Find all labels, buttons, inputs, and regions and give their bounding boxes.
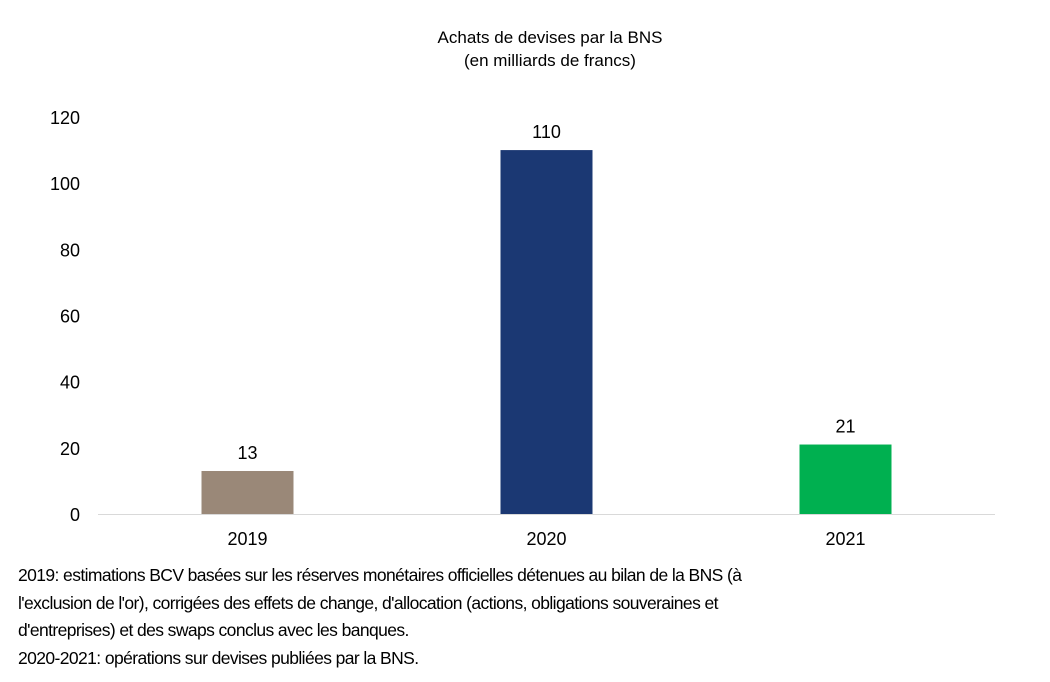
footnote-line: 2020-2021: opérations sur devises publié… xyxy=(18,647,419,668)
x-tick-label: 2021 xyxy=(825,529,865,549)
x-tick-label: 2020 xyxy=(526,529,566,549)
y-tick-label: 60 xyxy=(60,307,80,327)
y-tick-label: 100 xyxy=(50,174,80,194)
y-tick-label: 0 xyxy=(70,505,80,525)
bar-chart: 0 20 40 60 80 100 120 13 2019 110 2020 21 2021 xyxy=(50,108,995,549)
footnote-line: l'exclusion de l'or), corrigées des effe… xyxy=(18,592,718,613)
chart-title: Achats de devises par la BNS xyxy=(437,28,663,47)
y-tick-label: 120 xyxy=(50,108,80,128)
footnotes: 2019: estimations BCV basées sur les rés… xyxy=(18,562,1038,672)
footnote-line: 2019: estimations BCV basées sur les rés… xyxy=(18,565,742,585)
chart-title-block: Achats de devises par la BNS (en milliar… xyxy=(0,26,1050,72)
x-tick-label: 2019 xyxy=(227,529,267,549)
data-label: 21 xyxy=(835,417,855,437)
chart-subtitle: (en milliards de francs) xyxy=(464,51,636,70)
y-tick-label: 40 xyxy=(60,373,80,393)
data-label: 110 xyxy=(532,122,561,142)
bar-2019 xyxy=(201,470,294,514)
y-tick-label: 80 xyxy=(60,240,80,260)
bar-2021 xyxy=(799,444,892,514)
footnote-line: d'entreprises) et des swaps conclus avec… xyxy=(18,620,409,640)
y-tick-label: 20 xyxy=(60,439,80,459)
bar-2020 xyxy=(500,150,593,515)
data-label: 13 xyxy=(237,443,257,463)
